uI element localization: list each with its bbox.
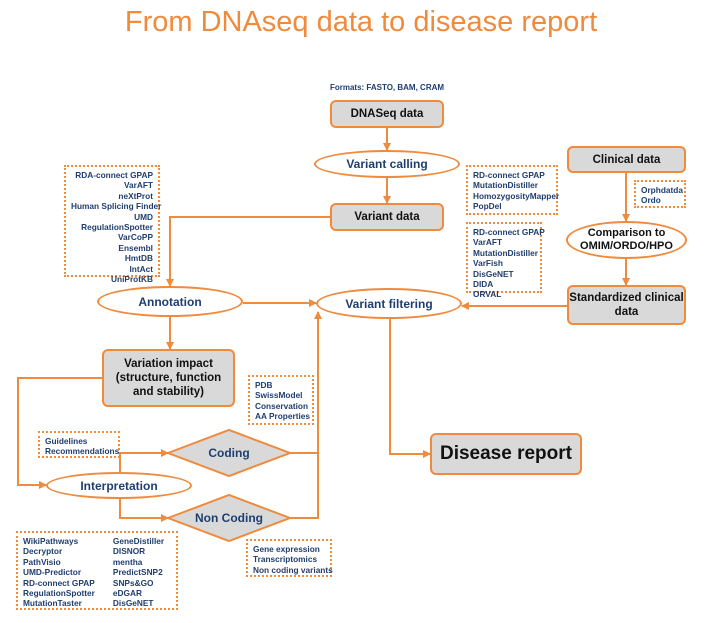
tool-item: Gene expression <box>253 544 320 554</box>
tool-item: RegulationSpotter <box>23 588 95 599</box>
tool-item: UMD <box>134 211 153 222</box>
noncoding-tools-list: Gene expression Transcriptomics Non coding… <box>246 539 333 577</box>
noncoding-diamond <box>165 493 293 543</box>
tool-item: Decryptor <box>23 546 63 557</box>
arrow-interpretation-to-noncoding <box>119 499 169 522</box>
tool-item: GeneDistiller <box>112 536 165 546</box>
tool-item: PathVisio <box>23 556 61 567</box>
tool-item: IntAct <box>129 263 153 274</box>
tool-item: RD-connect GPAP <box>23 577 95 588</box>
tool-item: RD-connect GPAP <box>473 227 545 237</box>
tool-item: WikiPathways <box>23 536 79 546</box>
tool-item: RD-connect GPAP <box>473 170 545 180</box>
tool-item: HomozygosityMapper <box>473 190 560 201</box>
tool-item: Ordo <box>641 195 661 206</box>
tool-item: SwissModel <box>255 390 303 401</box>
annotation-tools-list: RDA-connect GPAP VarAFT neXtProt Human Spli… <box>64 165 162 284</box>
tool-item: Transcriptomics <box>253 554 318 565</box>
page-title: From DNAseq data to disease report <box>124 6 598 38</box>
variant-data-box: Variant data <box>330 203 444 231</box>
tool-item: VarCoPP <box>117 232 153 243</box>
coding-label: Coding <box>208 446 250 460</box>
tool-item: VarFish <box>473 258 503 269</box>
formats-label: Formats: FASTO, BAM, CRAM <box>329 83 445 92</box>
variant-calling-ellipse: Variant calling <box>314 150 460 178</box>
non-coding-label: Non Coding <box>195 511 263 525</box>
variation-impact-box: Variation impact (structure, function an… <box>102 349 235 407</box>
tool-item: eDGAR <box>112 588 142 599</box>
tool-item: HmtDB <box>124 253 153 264</box>
impact-tools-list: PDB SwissModel Conservation AA Properties <box>248 375 314 425</box>
tool-item: DIDA <box>473 279 494 290</box>
tool-item: mentha <box>112 556 143 567</box>
tool-item: UniProtKB <box>111 274 153 285</box>
variant-filtering-ellipse: Variant filtering <box>316 288 462 319</box>
arrow-variantdata-to-annotation <box>166 216 330 287</box>
disease-report-box: Disease report <box>430 433 582 475</box>
arrow-interpretation-to-coding <box>119 449 169 472</box>
tool-item: AA Properties <box>255 411 311 422</box>
tool-item: UMD-Predictor <box>23 567 82 578</box>
arrow-filtering-to-report <box>389 319 431 458</box>
tool-item: neXtProt <box>118 190 153 201</box>
tool-item: Guidelines <box>45 436 88 446</box>
tool-item: MutationDistiller <box>473 180 538 191</box>
comparison-ellipse: Comparison to OMIM/ORDO/HPO <box>566 221 687 259</box>
tool-item: Conservation <box>255 400 309 411</box>
arrow-impact-to-interpretation <box>17 377 102 489</box>
clinical-tools-list: Orphdatda Ordo <box>634 180 686 208</box>
tool-item: PredictSNP2 <box>112 567 163 578</box>
tool-item: PopDel <box>473 201 502 212</box>
tool-item: ORVAL <box>473 289 502 300</box>
tool-item: PDB <box>255 380 273 390</box>
tool-item: Non coding variants <box>253 564 333 575</box>
tool-item: MutationDistiller <box>473 247 538 258</box>
tool-item: MutationTaster <box>23 598 82 609</box>
tool-item: RDA-connect GPAP <box>75 170 153 180</box>
tool-item: Human Splicing Finder <box>71 201 162 212</box>
tool-item: VarAFT <box>123 180 153 191</box>
tool-item: Recommendations <box>45 446 120 457</box>
coding-diamond <box>165 428 293 478</box>
annotation-ellipse: Annotation <box>97 286 243 317</box>
interpretation-tools-list: Guidelines Recommendations <box>38 431 120 458</box>
noncoding-resources-list: WikiPathways Decryptor PathVisio UMD-Predic… <box>16 531 178 610</box>
clinical-data-box: Clinical data <box>567 146 686 173</box>
dnaseq-data-box: DNASeq data <box>330 100 444 128</box>
standardized-clinical-box: Standardized clinical data <box>567 285 686 325</box>
tool-item: SNPs&GO <box>112 577 154 588</box>
tool-item: Ensembl <box>118 242 153 253</box>
tool-item: VarAFT <box>473 237 503 248</box>
filtering-tools-list: RD-connect GPAP VarAFT MutationDistiller Va… <box>466 222 545 299</box>
interpretation-ellipse: Interpretation <box>46 472 192 499</box>
arrow-noncoding-to-filtering <box>290 312 319 519</box>
tool-item: Orphdatda <box>641 185 683 195</box>
tool-item: RegulationSpotter <box>81 222 153 233</box>
calling-tools-list: RD-connect GPAP MutationDistiller Homozygo… <box>466 165 560 215</box>
tool-item: DisGeNET <box>112 598 154 609</box>
tool-item: DISNOR <box>112 546 146 557</box>
tool-item: DisGeNET <box>473 268 514 279</box>
